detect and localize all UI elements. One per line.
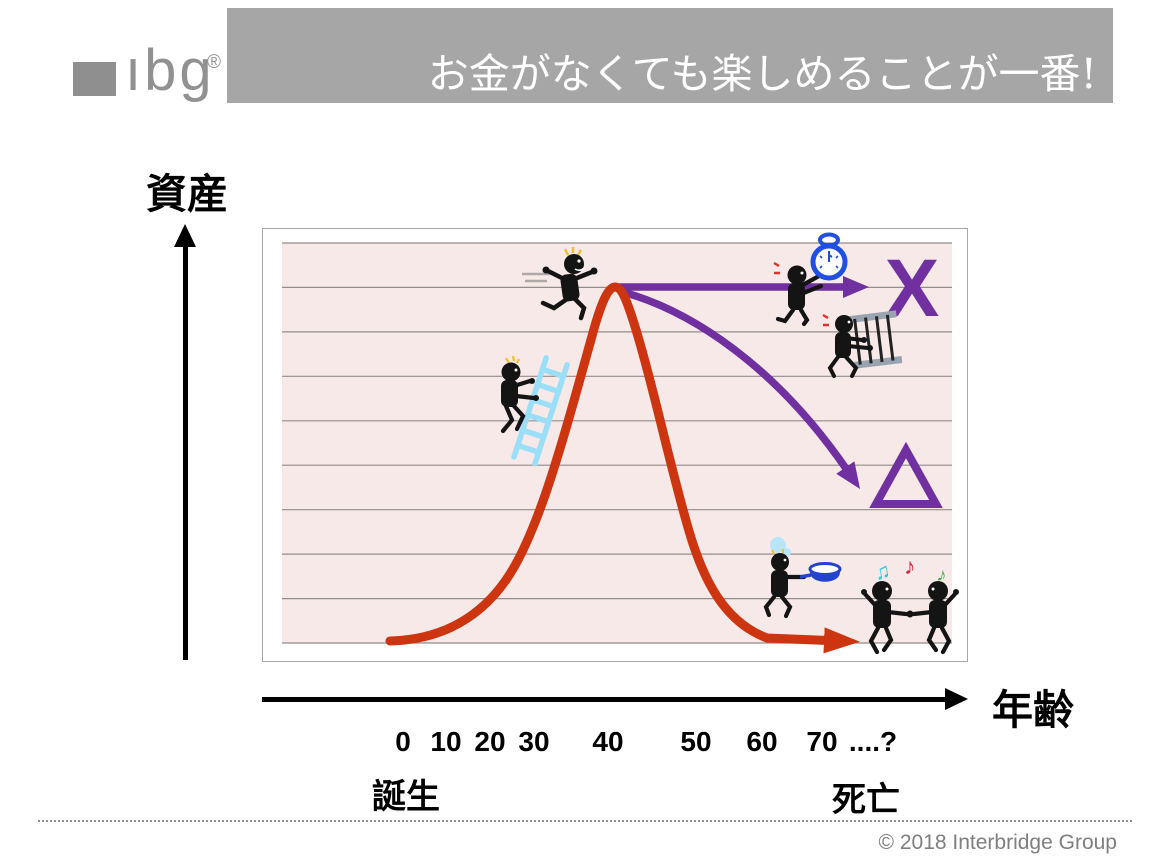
logo-square-icon: [73, 62, 116, 96]
x-axis-label: 年齢: [992, 687, 1074, 733]
people-dancing-icon: ♫ ♪ ♪: [861, 553, 959, 655]
x-tick-40: 40: [592, 726, 624, 757]
registered-trademark-icon: ®: [207, 52, 221, 73]
asset-bell-curve: [385, 282, 860, 654]
person-running-icon: [522, 247, 598, 321]
x-tick-20: 20: [474, 726, 506, 757]
y-axis-arrowhead-icon: [174, 224, 196, 247]
person-behind-bars-icon: [822, 310, 903, 378]
title-banner: お金がなくても楽しめることが一番!: [227, 8, 1113, 103]
person-holding-stopwatch-icon: [773, 232, 848, 327]
x-tick-60: 60: [746, 726, 778, 757]
music-note-red-icon: ♪: [904, 553, 916, 579]
jail-bars-icon: [848, 310, 903, 369]
person-cooking-pot-icon: [763, 537, 842, 619]
asset-curve-plot: X: [262, 228, 968, 662]
triangle-verdict-icon: [869, 441, 943, 508]
music-note-cyan-icon: ♫: [872, 559, 892, 585]
death-label: 死亡: [832, 781, 900, 819]
birth-label: 誕生: [372, 778, 440, 816]
plot-area: [282, 243, 952, 643]
x-axis-arrowhead-icon: [945, 688, 968, 710]
pot-icon: [799, 562, 842, 582]
x-tick-30: 30: [518, 726, 550, 757]
x-tick-70: 70: [806, 726, 838, 757]
y-axis-line: [183, 246, 188, 660]
x-tick-50: 50: [680, 726, 712, 757]
footer-divider: [38, 820, 1132, 822]
y-axis-label: 資産: [146, 171, 228, 217]
logo-brand-text: ıbg: [125, 38, 215, 103]
x-tick-more: ....?: [848, 726, 898, 757]
x-axis-line: [262, 697, 948, 702]
x-tick-10: 10: [430, 726, 462, 757]
stopwatch-icon: [810, 232, 848, 281]
x-tick-0: 0: [395, 726, 411, 757]
person-climbing-ladder-icon: [500, 355, 570, 467]
x-verdict-mark: X: [885, 243, 940, 334]
copyright-text: © 2018 Interbridge Group: [878, 831, 1117, 854]
slide-title: お金がなくても楽しめることが一番!: [427, 49, 1097, 98]
gradual-decline-arrow: [618, 287, 861, 489]
